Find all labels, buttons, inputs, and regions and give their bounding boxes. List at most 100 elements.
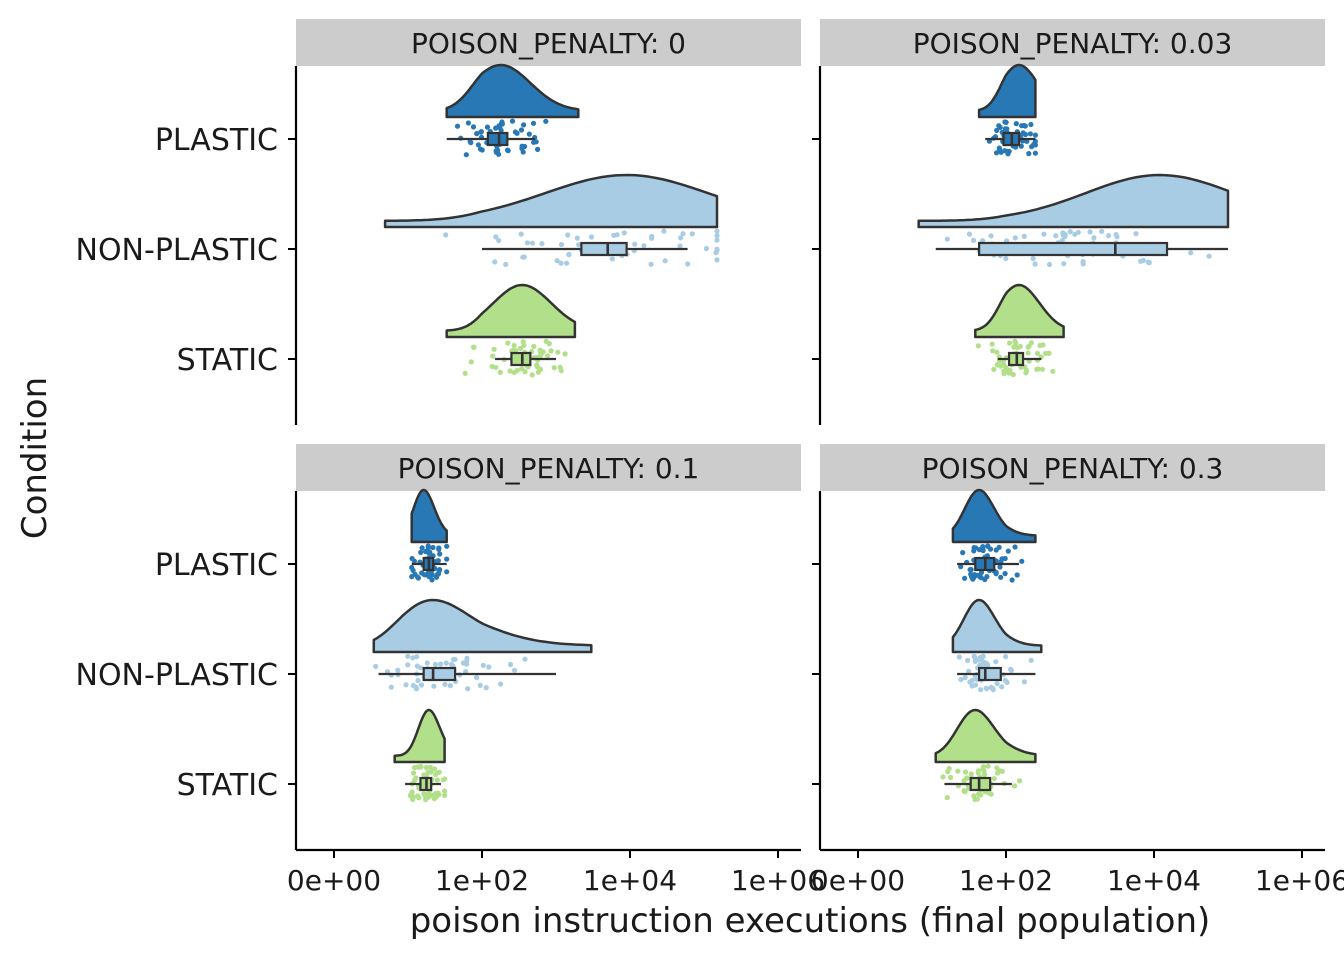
y-tick-label: PLASTIC <box>155 123 278 158</box>
jitter-point <box>442 788 448 794</box>
jitter-point <box>956 654 962 660</box>
box-iqr <box>510 351 532 367</box>
y-tick-label: NON-PLASTIC <box>76 233 279 268</box>
jitter-point <box>1061 261 1067 267</box>
jitter-point <box>1087 229 1093 235</box>
jitter-point <box>1004 679 1010 686</box>
jitter-point <box>465 120 471 126</box>
jitter-point <box>537 352 544 359</box>
jitter-point <box>1137 258 1144 264</box>
jitter-point <box>983 685 989 691</box>
jitter-point <box>409 564 415 571</box>
jitter-point <box>1005 149 1012 155</box>
jitter-point <box>1032 150 1038 156</box>
jitter-point <box>958 564 964 570</box>
jitter-point <box>946 765 952 772</box>
jitter-point <box>611 232 617 238</box>
jitter-point <box>1059 238 1065 244</box>
jitter-point <box>424 660 430 666</box>
jitter-point <box>413 684 419 690</box>
jitter-point <box>430 544 436 551</box>
jitter-point <box>526 131 532 137</box>
jitter-point <box>558 260 564 266</box>
jitter-point <box>1034 366 1040 372</box>
jitter-point <box>1005 548 1011 554</box>
jitter-point <box>548 348 554 354</box>
jitter-point <box>989 341 995 347</box>
jitter-point <box>944 236 950 242</box>
jitter-point <box>412 571 418 577</box>
facet-strip-label: POISON_PENALTY: 0.1 <box>398 452 700 485</box>
jitter-point <box>471 344 477 350</box>
jitter-point <box>678 235 684 241</box>
x-tick-label: 1e+04 <box>1107 864 1201 897</box>
jitter-point <box>1067 229 1073 235</box>
jitter-point <box>621 230 627 236</box>
jitter-point <box>588 234 595 240</box>
jitter-point <box>462 370 468 376</box>
jitter-point <box>990 348 996 354</box>
jitter-point <box>442 792 448 799</box>
x-tick-label: 1e+06 <box>1255 864 1344 897</box>
jitter-point <box>1017 778 1023 784</box>
jitter-point <box>555 349 561 355</box>
jitter-point <box>988 233 994 239</box>
jitter-point <box>403 682 409 688</box>
jitter-point <box>412 777 418 784</box>
jitter-point <box>505 340 511 346</box>
jitter-point <box>433 794 439 800</box>
jitter-point <box>484 124 491 130</box>
jitter-point <box>435 571 441 577</box>
density-plastic <box>977 63 1037 119</box>
density-non-plastic <box>383 173 719 229</box>
jitter-point <box>685 261 691 267</box>
jitter-point <box>971 574 977 581</box>
jitter-point <box>1021 679 1027 685</box>
jitter-point <box>443 232 449 238</box>
jitter-point <box>1032 138 1038 145</box>
jitter-point <box>414 654 420 660</box>
jitter-point <box>562 351 568 357</box>
jitter-point <box>1206 253 1212 259</box>
jitter-point <box>990 687 996 693</box>
jitter-point <box>405 653 411 659</box>
jitter-point <box>1003 119 1009 125</box>
jitter-point <box>981 661 988 667</box>
jitter-point <box>477 682 483 689</box>
jitter-point <box>444 543 450 549</box>
jitter-point <box>428 769 434 775</box>
jitter-point <box>994 681 1000 687</box>
jitter-point <box>1010 371 1016 378</box>
jitter-point <box>499 121 505 127</box>
x-tick-label: 0e+00 <box>287 864 381 897</box>
y-tick-label: STATIC <box>177 768 278 803</box>
x-tick-label: 1e+02 <box>435 864 529 897</box>
jitter-point <box>714 228 720 234</box>
y-tick-label: STATIC <box>177 343 278 378</box>
jitter-point <box>958 676 964 683</box>
jitter-point <box>415 575 421 581</box>
x-tick-label: 0e+00 <box>811 864 905 897</box>
jitter-point <box>1019 558 1025 564</box>
jitter-point <box>437 551 443 557</box>
jitter-point <box>1012 544 1018 550</box>
jitter-point <box>505 148 511 154</box>
jitter-point <box>373 663 379 670</box>
jitter-point <box>1012 783 1018 789</box>
jitter-point <box>967 567 973 573</box>
jitter-point <box>1032 132 1038 138</box>
facet-strip <box>820 19 1325 66</box>
box-iqr <box>969 776 992 792</box>
jitter-point <box>1012 235 1018 241</box>
jitter-point <box>975 770 981 776</box>
jitter-point <box>962 575 968 581</box>
jitter-point <box>703 245 710 252</box>
jitter-point <box>543 118 549 124</box>
jitter-point <box>395 667 401 673</box>
jitter-point <box>970 237 977 244</box>
jitter-point <box>418 764 424 770</box>
jitter-point <box>522 656 528 662</box>
jitter-point <box>410 770 417 776</box>
facet-strip <box>296 444 801 491</box>
box-iqr <box>486 131 509 147</box>
